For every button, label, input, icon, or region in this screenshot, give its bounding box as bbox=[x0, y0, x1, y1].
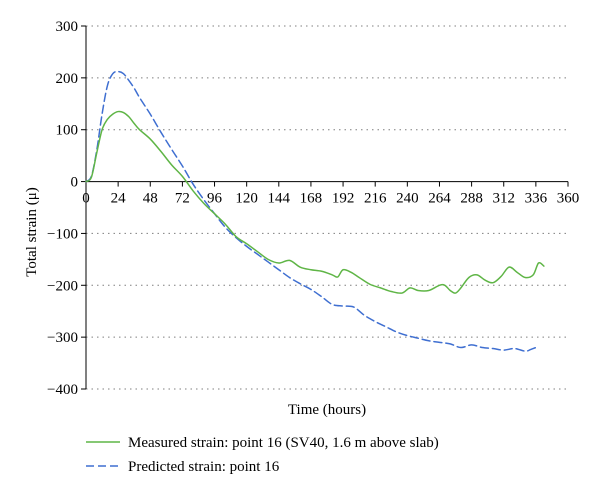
predicted-strain-line bbox=[85, 70, 540, 352]
x-tick-label: 144 bbox=[268, 191, 291, 207]
y-tick-label: −200 bbox=[47, 278, 78, 294]
x-tick-label: 312 bbox=[492, 191, 515, 207]
axes bbox=[81, 25, 569, 390]
x-tick-label: 24 bbox=[111, 191, 127, 207]
x-tick-label: 0 bbox=[82, 191, 90, 207]
x-tick-label: 360 bbox=[557, 191, 580, 207]
x-tick-label: 48 bbox=[143, 191, 158, 207]
x-tick-label: 264 bbox=[428, 191, 451, 207]
y-tick-label: −100 bbox=[47, 226, 78, 242]
legend-label-predicted: Predicted strain: point 16 bbox=[128, 459, 280, 475]
x-tick-label: 192 bbox=[332, 191, 355, 207]
x-tick-label: 336 bbox=[525, 191, 548, 207]
x-tick-label: 168 bbox=[300, 191, 323, 207]
y-tick-label: 300 bbox=[56, 19, 79, 35]
tick-labels: 300 200 100 0 −100 −200 −300 −400 0 24 48 72 96 120 14… bbox=[47, 19, 579, 398]
x-tick-label: 96 bbox=[207, 191, 223, 207]
grid-lines bbox=[86, 25, 568, 390]
x-tick-label: 72 bbox=[175, 191, 190, 207]
x-tick-label: 216 bbox=[364, 191, 387, 207]
y-tick-label: −400 bbox=[47, 382, 78, 398]
x-axis-title: Time (hours) bbox=[288, 402, 366, 418]
y-tick-label: −300 bbox=[47, 330, 78, 346]
y-tick-label: 100 bbox=[56, 123, 79, 139]
x-tick-label: 120 bbox=[235, 191, 258, 207]
x-tick-label: 288 bbox=[460, 191, 483, 207]
y-tick-label: 0 bbox=[71, 175, 79, 191]
legend-label-measured: Measured strain: point 16 (SV40, 1.6 m a… bbox=[128, 435, 439, 451]
series-lines bbox=[85, 70, 545, 352]
y-tick-label: 200 bbox=[56, 71, 79, 87]
measured-strain-line bbox=[85, 110, 545, 294]
legend: Measured strain: point 16 (SV40, 1.6 m a… bbox=[86, 435, 439, 475]
y-axis-title: Total strain (μ) bbox=[24, 187, 40, 276]
x-tick-label: 240 bbox=[396, 191, 419, 207]
